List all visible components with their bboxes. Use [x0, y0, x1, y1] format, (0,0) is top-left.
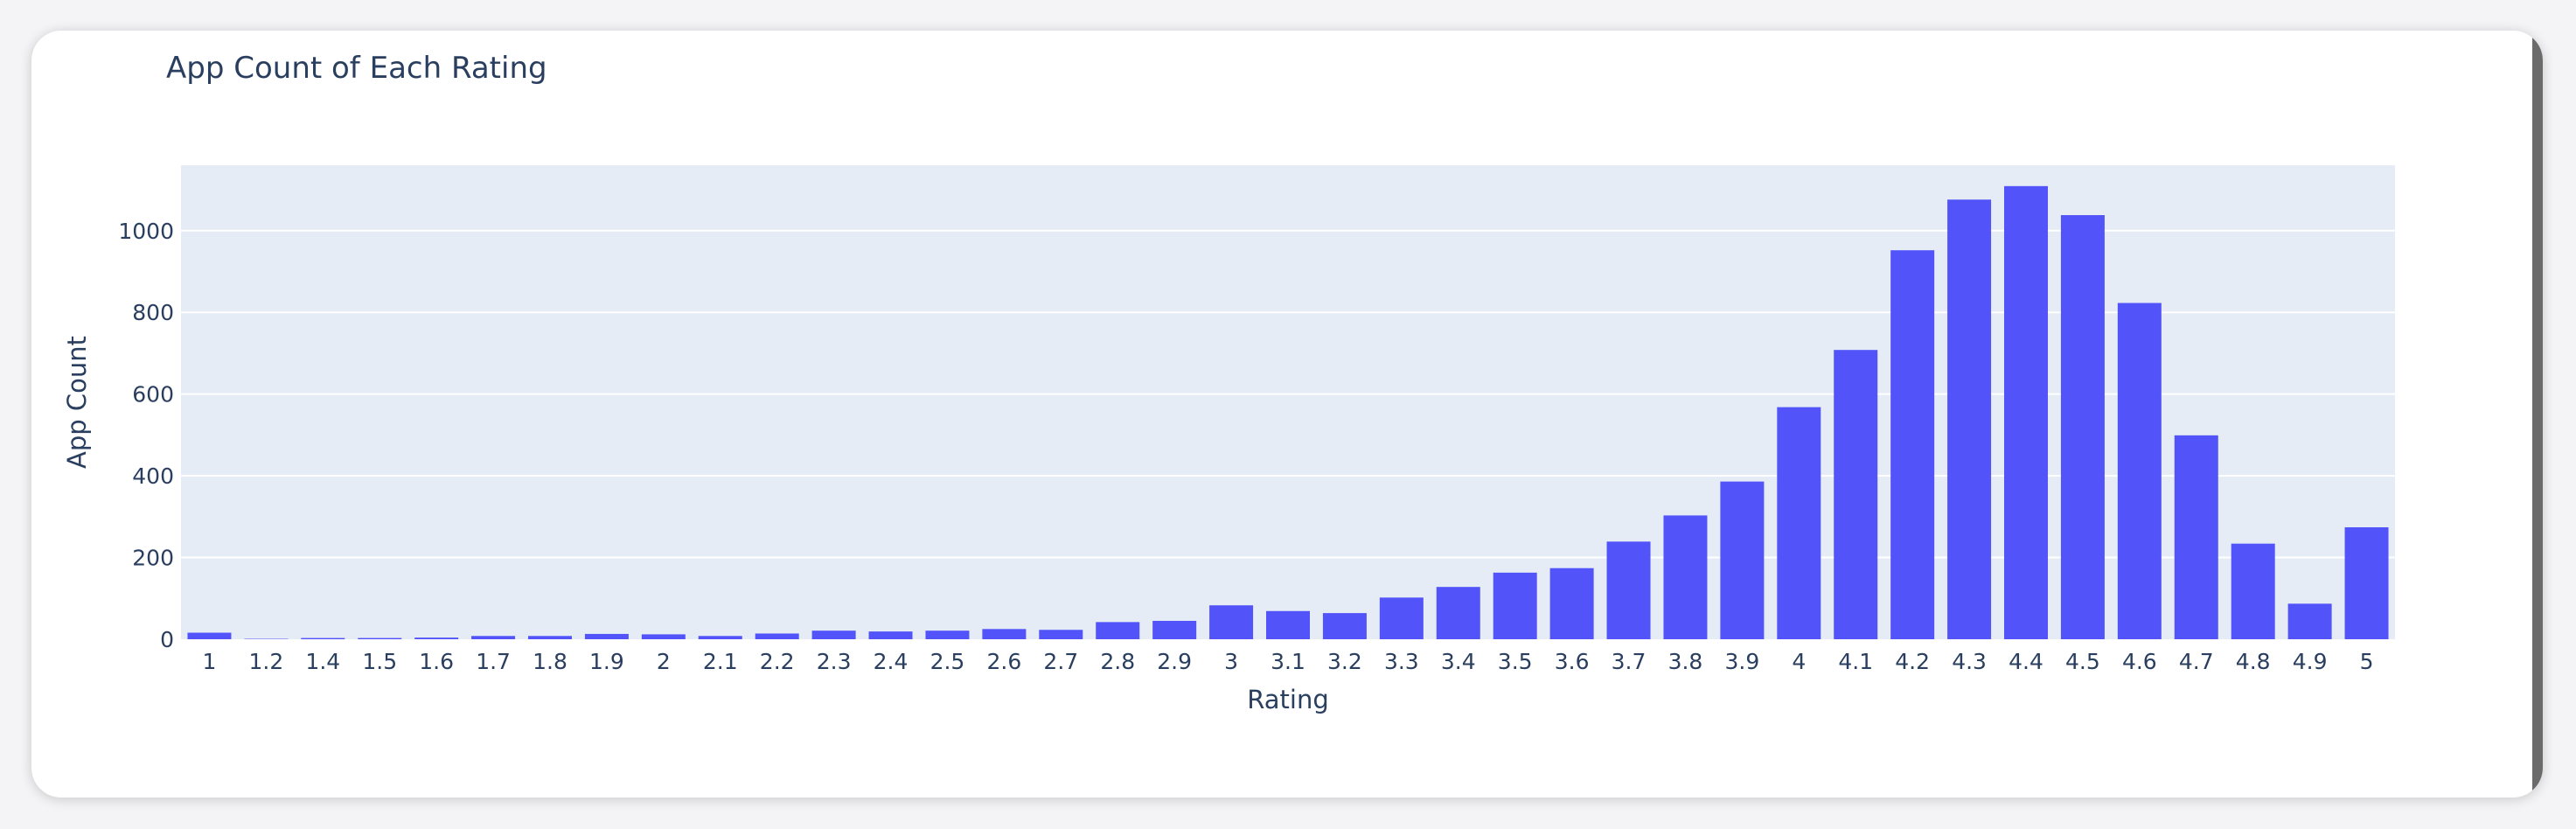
bar-rating-5[interactable]	[2344, 526, 2389, 639]
x-tick-label: 4.7	[2179, 649, 2214, 674]
bar-rating-1-9[interactable]	[584, 633, 629, 639]
x-tick-label: 2.3	[817, 649, 852, 674]
bar-rating-1-6[interactable]	[414, 637, 459, 639]
bar-rating-1-8[interactable]	[528, 636, 572, 639]
bar-rating-4-2[interactable]	[1890, 250, 1935, 639]
bar-rating-4-7[interactable]	[2174, 435, 2218, 639]
x-tick-label: 3.4	[1441, 649, 1476, 674]
bar-rating-3-6[interactable]	[1549, 568, 1594, 639]
x-tick-label: 3.9	[1725, 649, 1760, 674]
bar-rating-3[interactable]	[1209, 605, 1254, 639]
bar-rating-4-3[interactable]	[1947, 199, 1992, 639]
y-axis-ticks: 0 200 400 600 800 1000	[118, 219, 174, 652]
bar-rating-3-4[interactable]	[1436, 587, 1480, 639]
bar-rating-3-3[interactable]	[1379, 597, 1424, 639]
x-tick-label: 5	[2360, 649, 2374, 674]
bar-rating-4[interactable]	[1777, 407, 1821, 639]
x-tick-label: 2.6	[987, 649, 1022, 674]
bar-rating-2-3[interactable]	[811, 630, 856, 639]
x-tick-label: 2.9	[1157, 649, 1192, 674]
x-tick-label: 1.8	[533, 649, 567, 674]
x-tick-label: 4.6	[2122, 649, 2157, 674]
y-tick-label: 800	[132, 300, 174, 325]
bar-rating-1-4[interactable]	[301, 637, 345, 639]
x-tick-label: 2	[657, 649, 671, 674]
x-tick-label: 1.4	[305, 649, 340, 674]
x-tick-label: 4.1	[1838, 649, 1873, 674]
bar-rating-4-1[interactable]	[1834, 350, 1878, 639]
x-tick-label: 3.1	[1271, 649, 1305, 674]
x-tick-label: 4.9	[2293, 649, 2328, 674]
bar-rating-3-8[interactable]	[1663, 515, 1708, 639]
x-tick-label: 1	[203, 649, 217, 674]
x-tick-label: 4.3	[1952, 649, 1987, 674]
bar-rating-2-5[interactable]	[925, 630, 970, 639]
bar-rating-2-7[interactable]	[1039, 630, 1083, 639]
bar-rating-3-9[interactable]	[1720, 481, 1765, 639]
x-tick-label: 3.8	[1668, 649, 1703, 674]
x-tick-label: 2.4	[874, 649, 909, 674]
bar-rating-4-5[interactable]	[2060, 215, 2105, 639]
x-tick-label: 4.4	[2009, 649, 2043, 674]
chart-card: App Count of Each Rating 0 200 400 600 800 10…	[31, 31, 2543, 798]
bar-rating-2-6[interactable]	[982, 629, 1027, 639]
x-tick-label: 2.2	[760, 649, 795, 674]
x-tick-label: 2.5	[930, 649, 965, 674]
bar-rating-4-9[interactable]	[2287, 603, 2332, 639]
x-tick-label: 3.2	[1327, 649, 1362, 674]
x-tick-label: 2.8	[1100, 649, 1135, 674]
bar-rating-3-1[interactable]	[1266, 610, 1310, 639]
bar-rating-2-1[interactable]	[698, 636, 742, 639]
bar-rating-2-9[interactable]	[1152, 620, 1197, 639]
scrollbar-edge	[2532, 31, 2543, 798]
x-axis-ticks: 1 1.2 1.4 1.5 1.6 1.7 1.8 1.9 2 2.1 2.2 2.3 2.4 2.5 2.…	[203, 649, 2374, 674]
bar-rating-2-4[interactable]	[868, 631, 913, 639]
y-tick-label: 400	[132, 463, 174, 489]
bar-rating-4-6[interactable]	[2117, 303, 2162, 639]
x-tick-label: 4.2	[1895, 649, 1930, 674]
y-axis-title: App Count	[62, 336, 92, 469]
x-tick-label: 1.6	[419, 649, 454, 674]
x-tick-label: 3.7	[1612, 649, 1647, 674]
x-tick-label: 2.1	[703, 649, 738, 674]
x-axis-title: Rating	[1247, 685, 1329, 714]
x-tick-label: 1.5	[362, 649, 397, 674]
chart: App Count of Each Rating 020040060080010…	[62, 51, 2395, 714]
bar-rating-4-4[interactable]	[2004, 185, 2048, 639]
x-tick-label: 4.8	[2236, 649, 2271, 674]
bar-rating-3-2[interactable]	[1322, 613, 1367, 639]
bar-rating-1-7[interactable]	[471, 636, 516, 639]
x-tick-label: 1.2	[249, 649, 284, 674]
bar-rating-2-8[interactable]	[1096, 622, 1140, 639]
bar-rating-1[interactable]	[187, 632, 232, 639]
y-tick-label: 0	[160, 627, 174, 652]
x-tick-label: 3.6	[1555, 649, 1590, 674]
x-tick-label: 4	[1792, 649, 1806, 674]
y-tick-label: 600	[132, 382, 174, 408]
x-tick-label: 3	[1224, 649, 1238, 674]
x-tick-label: 1.9	[589, 649, 624, 674]
bar-rating-1-5[interactable]	[358, 637, 402, 639]
bar-rating-3-7[interactable]	[1606, 541, 1651, 639]
bar-rating-2-2[interactable]	[755, 633, 799, 639]
bar-rating-2[interactable]	[641, 634, 686, 639]
x-tick-label: 4.5	[2065, 649, 2100, 674]
bar-rating-4-8[interactable]	[2231, 543, 2275, 639]
x-tick-label: 2.7	[1043, 649, 1078, 674]
bars	[187, 185, 2389, 639]
y-tick-label: 1000	[118, 219, 174, 244]
x-tick-label: 1.7	[476, 649, 511, 674]
bar-rating-3-5[interactable]	[1493, 572, 1537, 639]
x-tick-label: 3.3	[1384, 649, 1419, 674]
chart-title: App Count of Each Rating	[166, 51, 547, 86]
y-tick-label: 200	[132, 546, 174, 571]
x-tick-label: 3.5	[1498, 649, 1533, 674]
